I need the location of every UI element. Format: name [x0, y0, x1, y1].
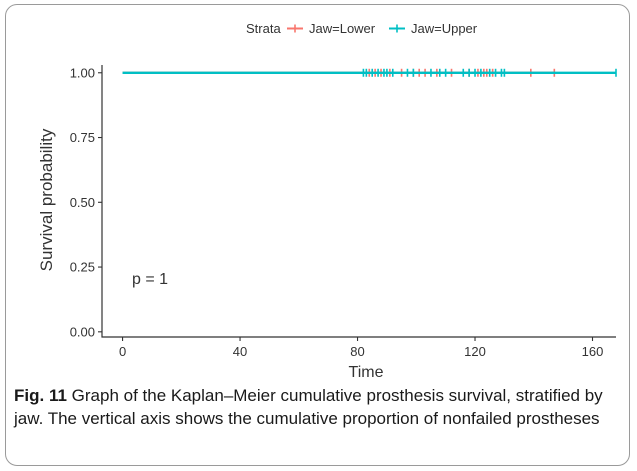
caption-text: Graph of the Kaplan–Meier cumulative pro…: [14, 386, 603, 428]
x-tick-label: 120: [464, 344, 486, 359]
x-tick-label: 40: [233, 344, 247, 359]
legend-title: Strata: [246, 21, 281, 36]
series-layer: [122, 68, 617, 77]
y-tick-label: 0.75: [70, 130, 95, 145]
y-tick-label: 0.50: [70, 195, 95, 210]
legend: Strata Jaw=Lower Jaw=Upper: [246, 21, 478, 36]
legend-label: Jaw=Lower: [309, 21, 376, 36]
legend-label: Jaw=Upper: [411, 21, 478, 36]
legend-item: Jaw=Lower: [287, 21, 376, 36]
x-tick-label: 80: [350, 344, 364, 359]
figure-frame: [5, 4, 630, 466]
y-axis-label: Survival probability: [37, 128, 56, 271]
y-tick-label: 1.00: [70, 65, 95, 80]
x-tick-label: 160: [582, 344, 604, 359]
x-axis-label: Time: [349, 364, 384, 381]
p-value-annotation: p = 1: [132, 271, 168, 288]
x-tick-label: 0: [119, 344, 126, 359]
axes: 0.00 0.25 0.50 0.75 1.00 0 40 80 120 160: [70, 65, 616, 359]
legend-item: Jaw=Upper: [389, 21, 478, 36]
km-chart: Strata Jaw=Lower Jaw=Upper Survival proba…: [37, 21, 617, 381]
y-tick-label: 0.00: [70, 324, 95, 339]
series-jaw-upper: [122, 68, 617, 77]
y-tick-label: 0.25: [70, 260, 95, 275]
caption-label: Fig. 11: [14, 386, 67, 405]
figure-caption: Fig. 11 Graph of the Kaplan–Meier cumula…: [14, 384, 622, 430]
